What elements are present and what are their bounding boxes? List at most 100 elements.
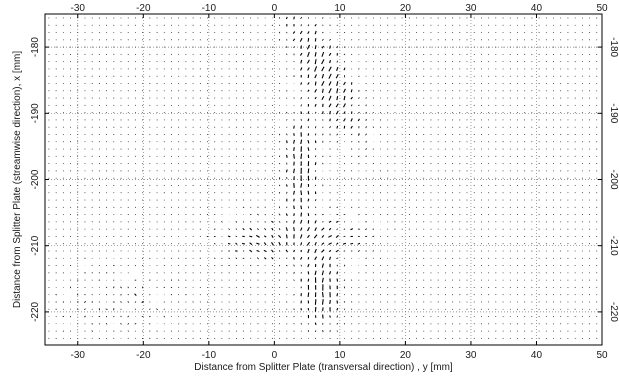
vector-arrow-1467 <box>279 228 280 230</box>
vector-arrow-3029 <box>532 149 533 150</box>
vector-arrow-1958 <box>358 214 359 215</box>
vector-arrow-822 <box>178 120 179 121</box>
vector-arrow-697 <box>157 193 158 194</box>
vector-arrow-314 <box>99 18 100 19</box>
vector-arrow-1250 <box>243 287 244 288</box>
x-tick-label-bottom-8: 50 <box>596 350 608 361</box>
x-tick-label-top-6: 30 <box>465 3 477 14</box>
vector-arrow-1213 <box>243 18 244 19</box>
vector-arrow-514 <box>128 163 129 164</box>
vector-arrow-1863 <box>344 171 345 172</box>
vector-arrow-2740 <box>481 338 482 339</box>
vector-arrow-3425 <box>597 83 598 84</box>
vector-arrow-1848 <box>344 54 345 55</box>
vector-arrow-2056 <box>373 273 374 274</box>
vector-arrow-1481 <box>279 331 280 332</box>
vector-arrow-1383 <box>265 273 266 274</box>
vector-arrow-1802 <box>337 46 338 48</box>
vector-arrow-2147 <box>387 280 388 281</box>
vector-arrow-1747 <box>323 299 324 305</box>
vector-arrow-70 <box>56 200 57 201</box>
vector-arrow-2410 <box>431 229 432 230</box>
vector-arrow-2521 <box>452 54 453 55</box>
vector-arrow-1939 <box>358 76 359 77</box>
vector-arrow-2622 <box>467 134 468 135</box>
vector-arrow-1426 <box>272 257 274 259</box>
vector-arrow-2223 <box>402 178 403 179</box>
vector-arrow-1667 <box>315 45 316 49</box>
vector-arrow-199 <box>78 163 79 164</box>
vector-arrow-856 <box>186 40 187 41</box>
vector-arrow-2388 <box>431 69 432 70</box>
vector-arrow-54 <box>56 83 57 84</box>
vector-arrow-2669 <box>474 149 475 150</box>
vector-arrow-3027 <box>532 134 533 135</box>
vector-arrow-3383 <box>589 105 590 106</box>
vector-arrow-1805 <box>337 67 338 71</box>
vector-arrow-2005 <box>365 229 367 230</box>
vector-arrow-1422 <box>272 228 273 230</box>
vector-arrow-243 <box>85 156 86 157</box>
vector-arrow-2172 <box>395 134 396 135</box>
vector-arrow-1128 <box>229 54 230 55</box>
vector-arrow-1451 <box>279 112 280 113</box>
vector-arrow-2747 <box>488 61 489 62</box>
vector-arrow-2435 <box>438 83 439 84</box>
vector-arrow-2019 <box>366 331 367 332</box>
vector-arrow-1425 <box>272 250 274 252</box>
vector-arrow-2849 <box>503 149 504 150</box>
vector-arrow-668 <box>150 309 151 310</box>
vector-arrow-1629 <box>308 97 309 98</box>
vector-arrow-1673 <box>315 89 317 92</box>
vector-arrow-2638 <box>467 251 468 252</box>
vector-arrow-1245 <box>243 251 244 252</box>
vector-arrow-932 <box>193 265 194 266</box>
vector-arrow-580 <box>135 324 137 325</box>
vector-arrow-1144 <box>229 171 230 172</box>
vector-arrow-1497 <box>286 119 287 120</box>
vector-arrow-2734 <box>481 294 482 295</box>
vector-arrow-2727 <box>481 243 482 244</box>
vector-arrow-616 <box>142 258 143 259</box>
vector-arrow-869 <box>186 134 187 135</box>
vector-arrow-1613 <box>301 308 302 310</box>
vector-arrow-2656 <box>474 54 475 55</box>
vector-arrow-789 <box>171 207 172 208</box>
vector-arrow-776 <box>171 112 172 113</box>
vector-arrow-2932 <box>517 98 518 99</box>
vector-arrow-2253 <box>409 69 410 70</box>
vector-arrow-1986 <box>366 91 367 92</box>
vector-arrow-1694 <box>315 242 316 245</box>
vector-arrow-3378 <box>589 69 590 70</box>
vector-arrow-3412 <box>589 316 590 317</box>
vector-arrow-1871 <box>344 229 345 230</box>
vector-arrow-862 <box>186 83 187 84</box>
vector-arrow-206 <box>78 214 79 215</box>
vector-arrow-1566 <box>294 294 295 295</box>
vector-arrow-1066 <box>214 258 215 259</box>
vector-arrow-2597 <box>460 280 461 281</box>
vector-arrow-2226 <box>402 200 403 201</box>
vector-arrow-58 <box>56 112 57 113</box>
vector-arrow-224 <box>85 18 86 19</box>
vector-arrow-1156 <box>229 258 230 259</box>
vector-arrow-784 <box>171 171 172 172</box>
vector-arrow-1738 <box>322 235 324 237</box>
vector-arrow-3158 <box>553 105 554 106</box>
vector-arrow-452 <box>121 40 122 41</box>
vector-arrow-1620 <box>308 31 309 33</box>
vector-arrow-2066 <box>380 18 381 19</box>
vector-arrow-445 <box>114 316 115 317</box>
vector-arrow-420 <box>114 134 115 135</box>
vector-arrow-2789 <box>496 40 497 41</box>
vector-arrow-537 <box>128 331 129 332</box>
vector-arrow-1315 <box>258 105 259 106</box>
vector-arrow-1287 <box>250 228 252 230</box>
vector-arrow-2564 <box>460 40 461 41</box>
vector-arrow-2960 <box>517 302 518 303</box>
vector-arrow-515 <box>128 171 129 172</box>
vector-arrow-1782 <box>329 228 331 230</box>
vector-arrow-396 <box>106 287 107 288</box>
vector-arrow-1913 <box>351 207 352 208</box>
vector-arrow-3331 <box>582 54 583 55</box>
